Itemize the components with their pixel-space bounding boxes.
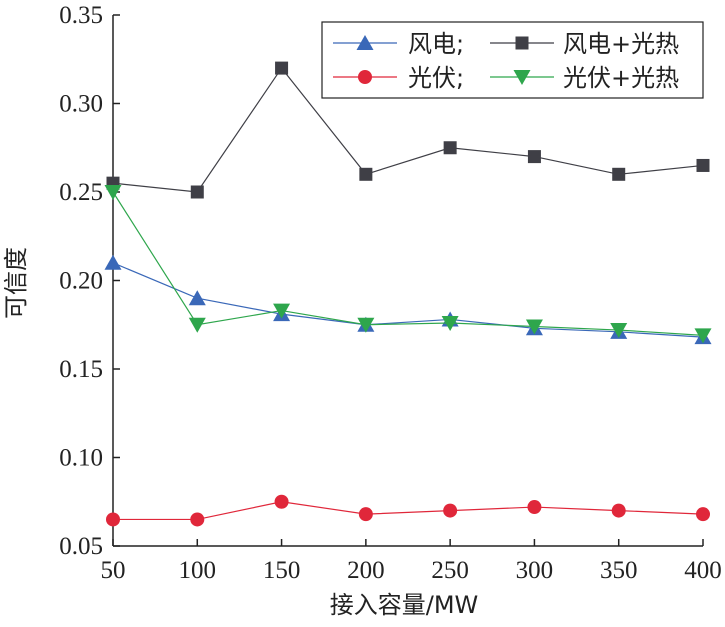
legend-marker	[358, 70, 372, 84]
series	[106, 494, 710, 527]
series-line	[112, 191, 704, 336]
series	[104, 185, 712, 344]
data-point	[443, 503, 458, 518]
y-tick-label: 0.10	[59, 445, 103, 472]
y-tick-label: 0.15	[59, 356, 103, 383]
data-point	[273, 303, 291, 319]
data-point	[190, 512, 205, 527]
data-point	[612, 167, 626, 181]
legend-item: 风电;	[333, 30, 464, 58]
legend-label: 风电;	[408, 30, 464, 58]
series-line	[113, 501, 704, 521]
data-point	[188, 317, 206, 333]
x-axis-label: 接入容量/MW	[330, 591, 479, 619]
y-tick-label: 0.20	[59, 268, 103, 295]
x-tick-label: 250	[431, 557, 469, 584]
data-point	[527, 150, 541, 164]
data-point	[274, 494, 289, 509]
legend-label: 光伏;	[408, 64, 464, 92]
x-tick-label: 300	[516, 557, 554, 584]
data-point	[694, 328, 712, 344]
data-point	[525, 319, 543, 335]
x-tick-label: 100	[179, 557, 217, 584]
series-layer	[104, 61, 712, 527]
y-axis-label: 可信度	[2, 247, 30, 319]
axes: 50 100 150 200 250 300 350 400 0.05 0.10 0.15 0.20 0…	[59, 2, 722, 584]
data-point	[696, 507, 710, 522]
legend-marker	[356, 35, 374, 50]
data-point	[188, 290, 206, 306]
legend-marker	[515, 36, 529, 50]
series	[106, 61, 710, 199]
x-tick-label: 400	[684, 557, 722, 584]
data-point	[441, 315, 459, 331]
legend-item: 风电+光热	[490, 30, 679, 58]
data-point	[696, 158, 710, 172]
series-line	[112, 262, 704, 338]
data-point	[611, 503, 626, 518]
legend-label: 风电+光热	[563, 30, 679, 58]
x-tick-label: 150	[263, 557, 301, 584]
legend-item: 光伏+光热	[490, 64, 679, 92]
y-tick-label: 0.30	[59, 91, 103, 118]
x-tick-label: 350	[600, 557, 638, 584]
data-point	[610, 323, 628, 339]
data-point	[358, 507, 373, 522]
data-point	[104, 254, 122, 270]
legend-label: 光伏+光热	[563, 64, 679, 92]
data-point	[104, 185, 122, 200]
data-point	[190, 185, 204, 199]
x-tick-label: 50	[101, 557, 126, 584]
x-tick-label: 200	[347, 557, 385, 584]
legend-item: 光伏;	[333, 64, 464, 92]
legend-marker	[513, 70, 531, 85]
data-point	[357, 317, 375, 333]
data-point	[359, 167, 373, 181]
data-point	[106, 512, 120, 527]
series-line	[112, 67, 704, 193]
data-point	[527, 500, 542, 515]
data-point	[275, 61, 289, 75]
data-point	[443, 141, 457, 155]
legend-box	[321, 21, 704, 99]
y-tick-label: 0.05	[59, 533, 103, 560]
y-tick-label: 0.25	[59, 179, 103, 206]
y-tick-label: 0.35	[59, 2, 103, 29]
